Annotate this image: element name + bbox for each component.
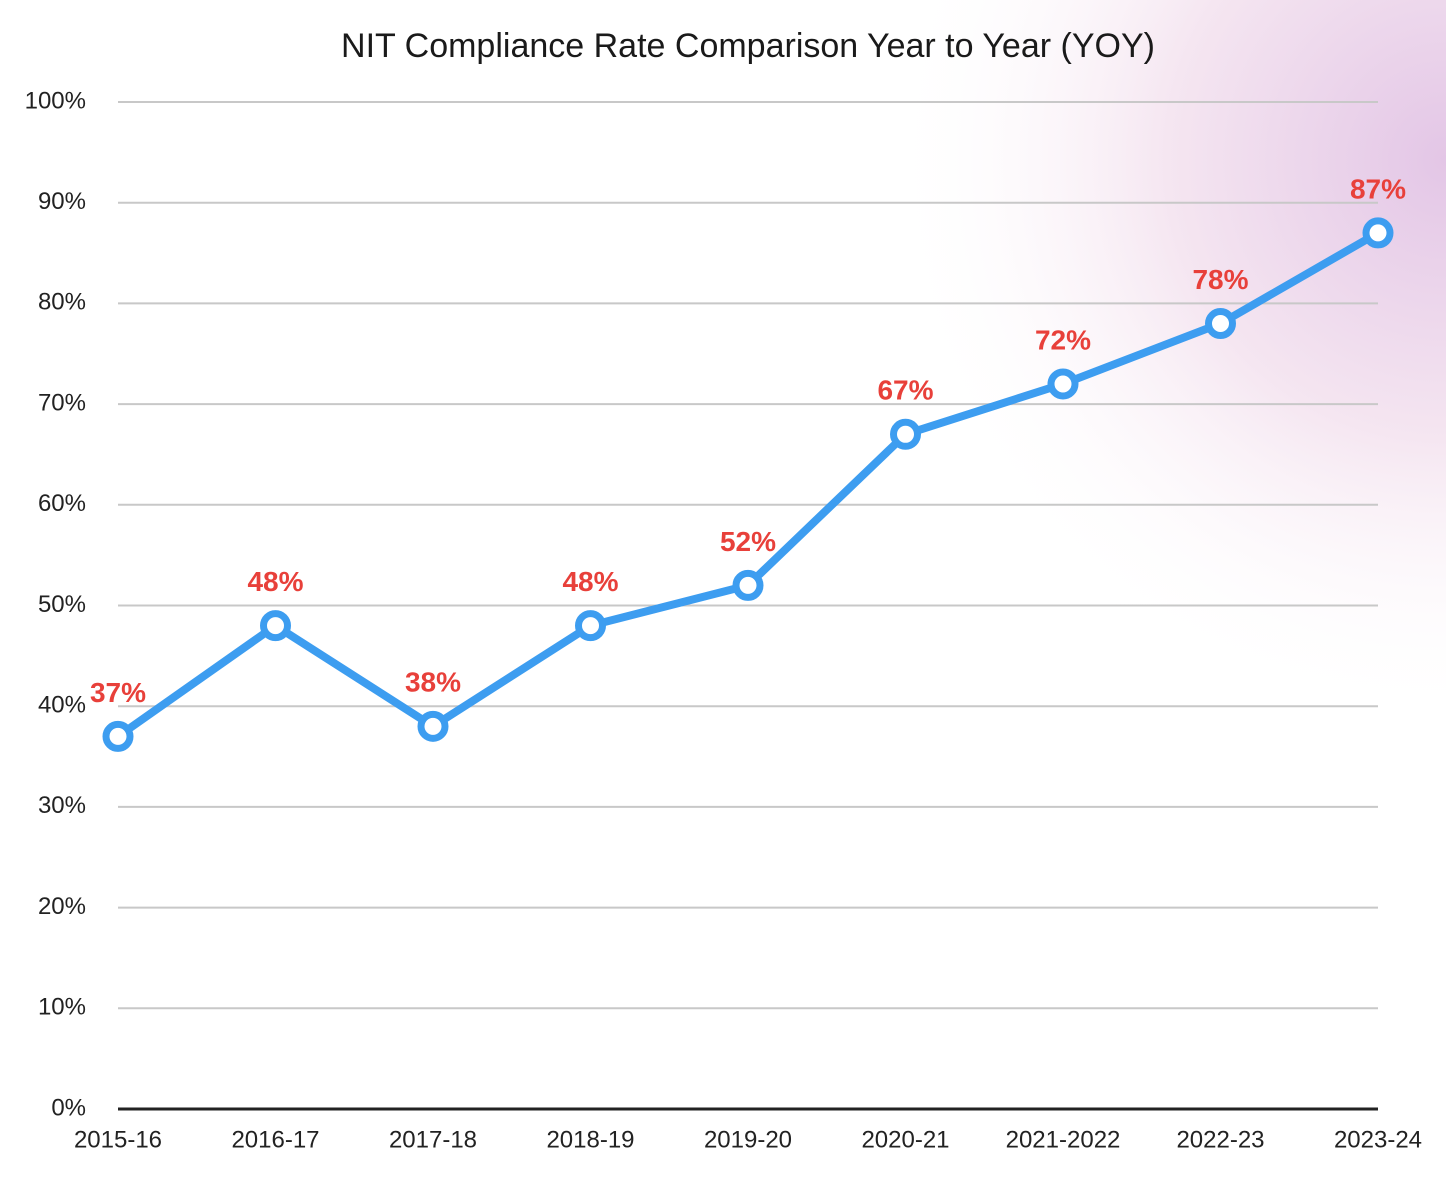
data-label: 38% xyxy=(405,667,461,698)
y-tick-label: 0% xyxy=(51,1094,86,1121)
x-tick-label: 2020-21 xyxy=(861,1126,949,1153)
y-tick-label: 90% xyxy=(38,188,86,215)
data-point xyxy=(575,610,606,642)
x-tick-label: 2023-24 xyxy=(1334,1126,1422,1153)
data-label: 87% xyxy=(1350,173,1406,204)
data-label: 52% xyxy=(720,526,776,557)
x-tick-label: 2016-17 xyxy=(231,1126,319,1153)
y-tick-label: 50% xyxy=(38,591,86,618)
data-label: 48% xyxy=(247,566,303,597)
data-point xyxy=(732,569,764,601)
y-tick-label: 40% xyxy=(38,692,86,719)
y-tick-label: 60% xyxy=(38,490,86,517)
data-label: 78% xyxy=(1192,264,1248,295)
data-point xyxy=(1047,368,1079,400)
data-point xyxy=(102,720,134,752)
data-point xyxy=(890,418,921,450)
y-tick-label: 20% xyxy=(38,893,86,920)
data-point xyxy=(260,610,291,642)
x-tick-label: 2017-18 xyxy=(389,1126,477,1153)
data-point xyxy=(1362,217,1394,249)
x-tick-label: 2015-16 xyxy=(74,1126,162,1153)
data-label: 72% xyxy=(1035,324,1091,355)
y-tick-label: 80% xyxy=(38,289,86,316)
grid: 0% 10% 20% 30% 40% 50% 60% 70% 80% 90% 100% 2015-16… xyxy=(25,87,1422,1153)
data-point xyxy=(417,710,449,742)
y-tick-label: 100% xyxy=(25,87,86,114)
chart-title: NIT Compliance Rate Comparison Year to Y… xyxy=(341,27,1155,65)
y-tick-label: 10% xyxy=(38,994,86,1021)
data-label: 67% xyxy=(877,375,933,406)
x-tick-label: 2021-2022 xyxy=(1006,1126,1121,1153)
plot: 37% 48% 38% 48% 52% 67% 72% 78% 87% xyxy=(90,173,1406,752)
x-tick-label: 2018-19 xyxy=(546,1126,634,1153)
data-point xyxy=(1205,308,1236,340)
x-tick-label: 2022-23 xyxy=(1176,1126,1264,1153)
y-tick-label: 30% xyxy=(38,792,86,819)
y-tick-label: 70% xyxy=(38,389,86,416)
data-label: 37% xyxy=(90,677,146,708)
x-tick-label: 2019-20 xyxy=(704,1126,792,1153)
data-label: 48% xyxy=(562,566,618,597)
